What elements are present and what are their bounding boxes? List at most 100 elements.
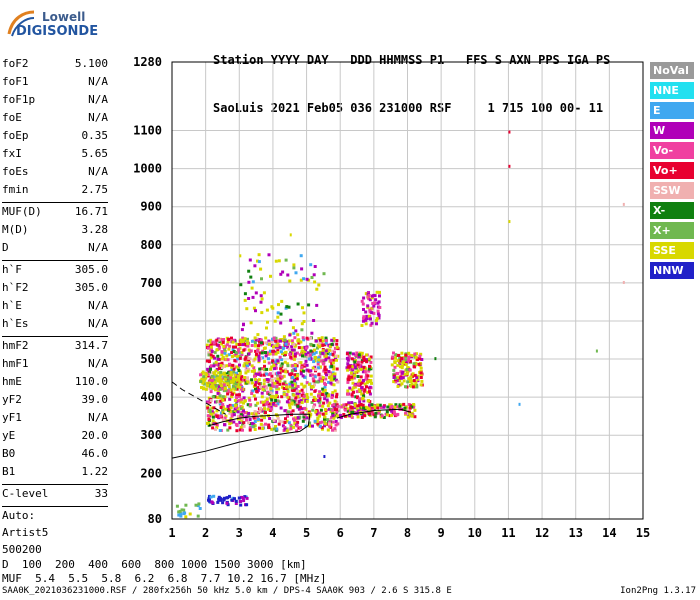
y-tick-label: 1000: [133, 162, 162, 176]
echo-point: [285, 400, 289, 404]
echo-point: [305, 416, 309, 420]
echo-point: [238, 421, 242, 424]
echo-point: [400, 351, 404, 355]
echo-point: [237, 399, 241, 403]
echo-point: [369, 360, 373, 364]
echo-point: [318, 338, 322, 342]
echo-point: [278, 379, 282, 383]
echo-point: [322, 369, 326, 373]
echo-point: [231, 412, 235, 416]
echo-point: [245, 307, 249, 311]
echo-point: [223, 395, 227, 399]
echo-point: [356, 382, 360, 386]
echo-point: [320, 379, 324, 383]
echo-point: [273, 367, 277, 371]
echo-point: [350, 415, 354, 419]
echo-point: [313, 375, 317, 379]
param-note: Auto:: [2, 509, 36, 522]
echo-point: [371, 408, 375, 412]
echo-point: [240, 411, 244, 414]
echo-point: [317, 394, 321, 398]
param-separator: [2, 484, 108, 485]
echo-point: [239, 338, 243, 342]
echo-point: [404, 353, 408, 357]
echo-point: [281, 382, 285, 386]
echo-point: [309, 373, 313, 377]
echo-point: [292, 400, 296, 404]
echo-point: [263, 385, 267, 389]
echo-point: [290, 369, 294, 373]
echo-point: [230, 414, 234, 418]
echo-point: [266, 390, 270, 394]
echo-point: [217, 414, 221, 418]
echo-point: [411, 372, 415, 376]
echo-point: [404, 355, 407, 359]
echo-point: [354, 370, 358, 374]
echo-point: [233, 398, 237, 402]
echo-point: [316, 346, 319, 350]
echo-point: [332, 365, 336, 369]
echo-point: [267, 339, 271, 343]
echo-point: [222, 364, 226, 368]
echo-point: [260, 351, 264, 355]
echo-point: [232, 376, 236, 380]
echo-point: [253, 341, 257, 344]
echo-point: [277, 259, 281, 263]
echo-point: [220, 342, 224, 346]
echo-point: [378, 403, 382, 407]
echo-point: [294, 271, 298, 275]
echo-point: [219, 399, 223, 403]
param-row: foEs N/A: [2, 165, 108, 183]
echo-point: [377, 411, 381, 415]
echo-point: [221, 340, 225, 344]
echo-point: [279, 312, 283, 316]
echo-point: [410, 382, 414, 386]
echo-point: [407, 377, 411, 381]
echo-point: [285, 419, 289, 423]
echo-point: [217, 497, 221, 501]
echo-point: [259, 422, 263, 426]
echo-point: [261, 356, 264, 360]
echo-point: [250, 286, 254, 290]
echo-point: [302, 277, 306, 281]
echo-point: [292, 263, 296, 267]
echo-point: [373, 406, 377, 410]
echo-point: [323, 343, 327, 347]
echo-point: [289, 410, 293, 414]
echo-point: [211, 426, 215, 430]
echo-point: [292, 357, 296, 361]
param-value: N/A: [88, 165, 108, 178]
echo-point: [235, 371, 238, 375]
echo-point: [285, 340, 289, 344]
echo-point: [309, 369, 313, 373]
echo-point: [247, 421, 251, 425]
echo-point: [312, 395, 316, 399]
echo-point: [243, 362, 247, 366]
echo-point: [392, 351, 395, 355]
echo-point: [398, 365, 402, 369]
echo-point: [267, 373, 271, 377]
echo-point: [300, 366, 304, 369]
echo-point: [276, 349, 280, 353]
echo-point: [385, 410, 389, 414]
echo-point: [256, 388, 260, 392]
echo-point: [225, 354, 229, 358]
echo-point: [375, 322, 378, 326]
echo-point: [362, 399, 366, 403]
echo-point: [318, 411, 322, 415]
echo-point: [227, 379, 231, 383]
echo-point: [243, 376, 247, 379]
echo-point: [239, 413, 243, 417]
echo-point: [245, 418, 248, 422]
echo-point: [245, 503, 249, 507]
echo-point: [266, 320, 269, 324]
echo-point: [287, 428, 291, 432]
echo-point: [405, 372, 409, 376]
echo-point: [252, 366, 256, 370]
echo-point: [278, 371, 282, 375]
echo-point: [215, 338, 219, 342]
echo-point: [334, 354, 338, 358]
echo-point: [363, 411, 366, 415]
echo-point: [211, 419, 215, 423]
echo-point: [415, 352, 419, 356]
